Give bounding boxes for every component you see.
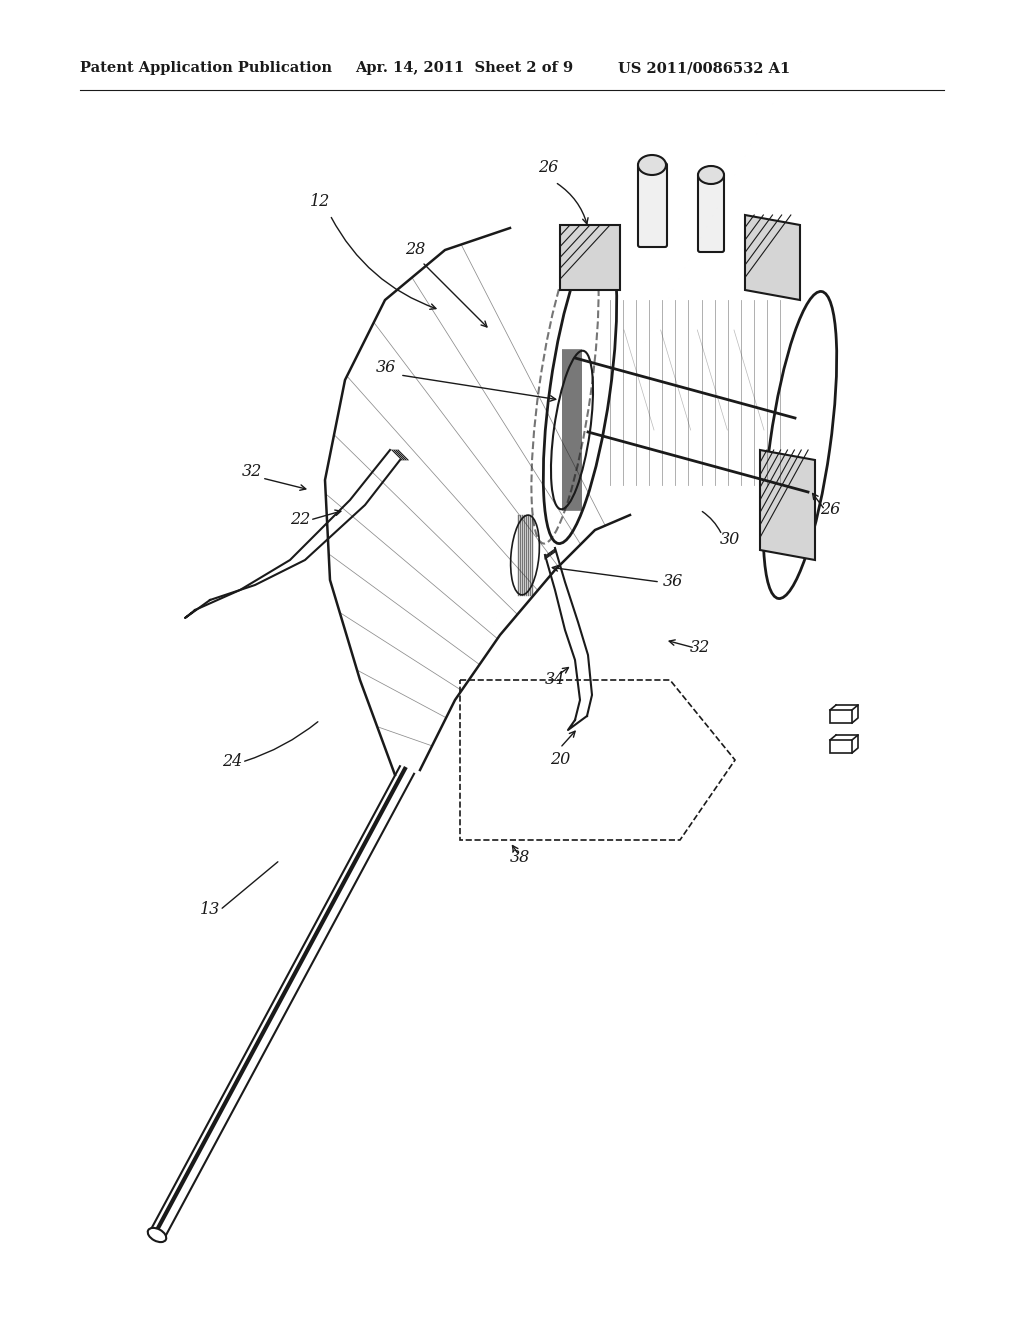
Text: Apr. 14, 2011  Sheet 2 of 9: Apr. 14, 2011 Sheet 2 of 9 <box>355 61 573 75</box>
Text: 26: 26 <box>538 160 558 177</box>
Text: 12: 12 <box>310 194 330 210</box>
Ellipse shape <box>147 1228 166 1242</box>
Text: US 2011/0086532 A1: US 2011/0086532 A1 <box>618 61 791 75</box>
Text: 28: 28 <box>404 242 425 259</box>
Ellipse shape <box>698 166 724 183</box>
Polygon shape <box>745 215 800 300</box>
Ellipse shape <box>638 154 666 176</box>
Text: 36: 36 <box>376 359 396 376</box>
Polygon shape <box>760 450 815 560</box>
Polygon shape <box>560 224 620 290</box>
Text: 36: 36 <box>663 573 683 590</box>
FancyBboxPatch shape <box>638 162 667 247</box>
Text: 26: 26 <box>820 502 840 519</box>
Text: Patent Application Publication: Patent Application Publication <box>80 61 332 75</box>
Text: 32: 32 <box>242 463 262 480</box>
Text: 30: 30 <box>720 532 740 549</box>
Text: 32: 32 <box>690 639 710 656</box>
Text: 24: 24 <box>222 754 242 771</box>
Text: 38: 38 <box>510 850 530 866</box>
Bar <box>830 710 852 723</box>
Bar <box>830 741 852 752</box>
Text: 20: 20 <box>550 751 570 768</box>
Text: 22: 22 <box>290 511 310 528</box>
FancyBboxPatch shape <box>698 173 724 252</box>
Text: 13: 13 <box>200 902 220 919</box>
Text: 34: 34 <box>545 672 565 689</box>
